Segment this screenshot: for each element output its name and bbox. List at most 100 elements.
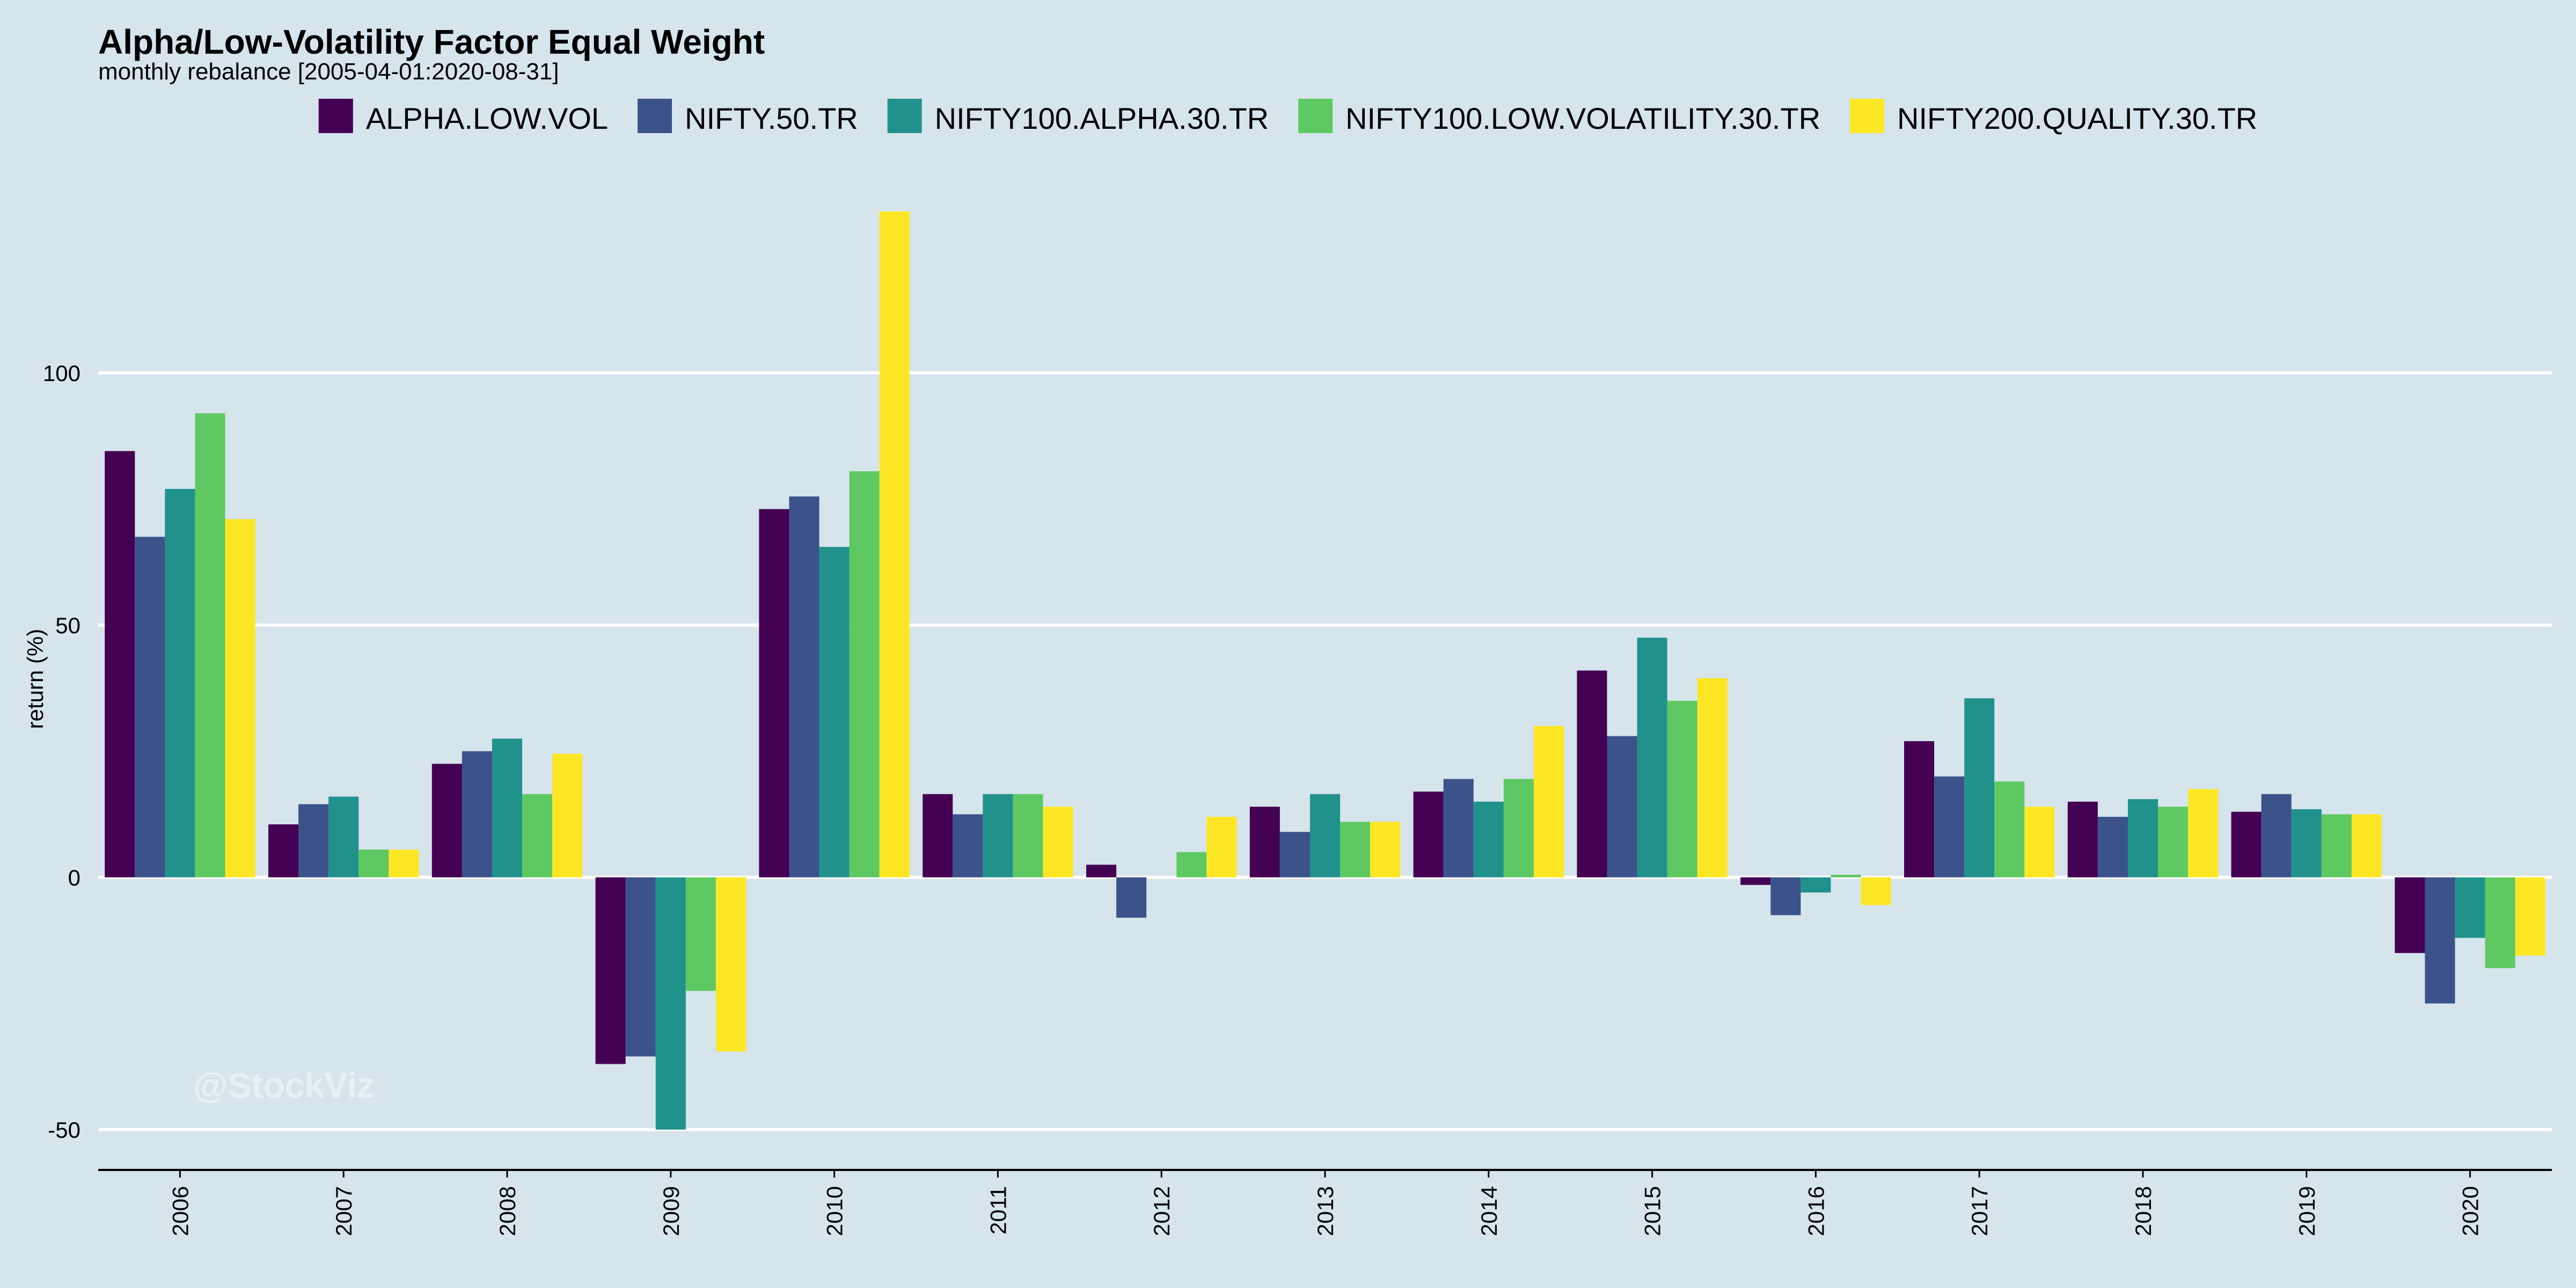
bar [1473,801,1504,877]
bar [1577,670,1607,877]
chart-title: Alpha/Low-Volatility Factor Equal Weight [98,23,765,61]
bar [1964,698,1995,877]
bar [1413,792,1444,877]
bar [1086,865,1117,877]
bar [2395,877,2425,953]
x-tick-label: 2016 [1803,1186,1828,1236]
bar [1904,741,1935,877]
legend-item: NIFTY100.ALPHA.30.TR [887,99,1269,135]
bar [431,764,462,877]
legend-swatch [1298,99,1333,133]
legend-label: NIFTY.50.TR [685,101,858,135]
bar [2351,814,2382,877]
bar [1176,852,1207,877]
bar [1607,736,1637,877]
x-tick-label: 2013 [1313,1186,1338,1236]
bar [819,547,850,877]
bar [2097,817,2128,877]
bar [358,850,389,877]
legend-swatch [638,99,672,133]
legend-label: ALPHA.LOW.VOL [366,101,608,135]
axes: -50 0 50 100 2006 2007 2008 2009 2010 2011 2012 201… [43,361,2552,1236]
bar [225,519,255,877]
bar [2425,877,2455,1004]
bar [1994,781,2025,877]
bar [1249,807,1280,877]
bar [2261,794,2292,877]
x-tick-label: 2006 [167,1186,193,1236]
x-tick-label: 2014 [1476,1186,1502,1236]
bar [462,751,492,877]
y-axis-label: return (%) [23,629,48,729]
legend-item: NIFTY200.QUALITY.30.TR [1850,99,2257,135]
bar [2515,877,2545,956]
bar [1279,832,1310,877]
legend-swatch [318,99,353,133]
bar [1667,700,1697,877]
bar [2291,809,2322,877]
bar [328,796,359,877]
x-tick-label: 2017 [1967,1186,1992,1236]
bar [2321,814,2352,877]
bar [595,877,626,1064]
bar [1697,678,1728,877]
bar [2127,799,2158,877]
x-tick-label: 2019 [2294,1186,2319,1236]
bar [1533,726,1564,877]
bar [105,451,135,877]
bar [715,877,747,1052]
y-tick-label: 50 [55,613,80,638]
bar [789,496,819,877]
bar [1443,779,1474,877]
chart-subtitle: monthly rebalance [2005-04-01:2020-08-31… [98,58,559,85]
bar [492,738,523,877]
bar [135,537,165,877]
legend-label: NIFTY200.QUALITY.30.TR [1897,101,2257,135]
bar [1770,877,1801,916]
bar [1801,877,1831,892]
bar [1206,817,1237,877]
bar [1740,877,1771,885]
bar [2067,801,2098,877]
x-tick-label: 2010 [822,1186,847,1236]
bars [105,211,2545,1130]
x-tick-label: 2007 [331,1186,356,1236]
bar [849,471,880,877]
bar [1116,877,1147,918]
bar [165,489,195,877]
x-tick-label: 2020 [2458,1186,2483,1236]
bar [1831,875,1861,877]
bar [522,794,553,877]
legend: ALPHA.LOW.VOL NIFTY.50.TR NIFTY100.ALPHA.3… [318,99,2257,135]
bar [879,211,910,877]
legend-item: NIFTY100.LOW.VOLATILITY.30.TR [1298,99,1820,135]
bar [1043,807,1073,877]
bar [2231,811,2262,877]
bar [1340,822,1371,877]
bar [1637,638,1667,877]
bar [759,509,789,877]
legend-item: NIFTY.50.TR [638,99,858,135]
bar [195,413,225,877]
bar [2455,877,2485,938]
bar [2158,807,2189,877]
legend-swatch [1850,99,1885,133]
bar [1861,877,1891,905]
y-tick-label: 100 [43,361,80,386]
x-tick-label: 2018 [2131,1186,2156,1236]
bar [268,824,299,877]
bar [923,794,953,877]
x-tick-label: 2012 [1149,1186,1174,1236]
bar [2024,807,2055,877]
bar [389,850,419,877]
bar [1934,776,1965,877]
bar [2485,877,2515,968]
x-tick-label: 2015 [1640,1186,1665,1236]
x-tick-label: 2009 [658,1186,684,1236]
y-tick-label: -50 [48,1117,80,1143]
bar [953,814,983,877]
y-tick-label: 0 [68,865,80,890]
legend-swatch [887,99,922,133]
legend-item: ALPHA.LOW.VOL [318,99,608,135]
